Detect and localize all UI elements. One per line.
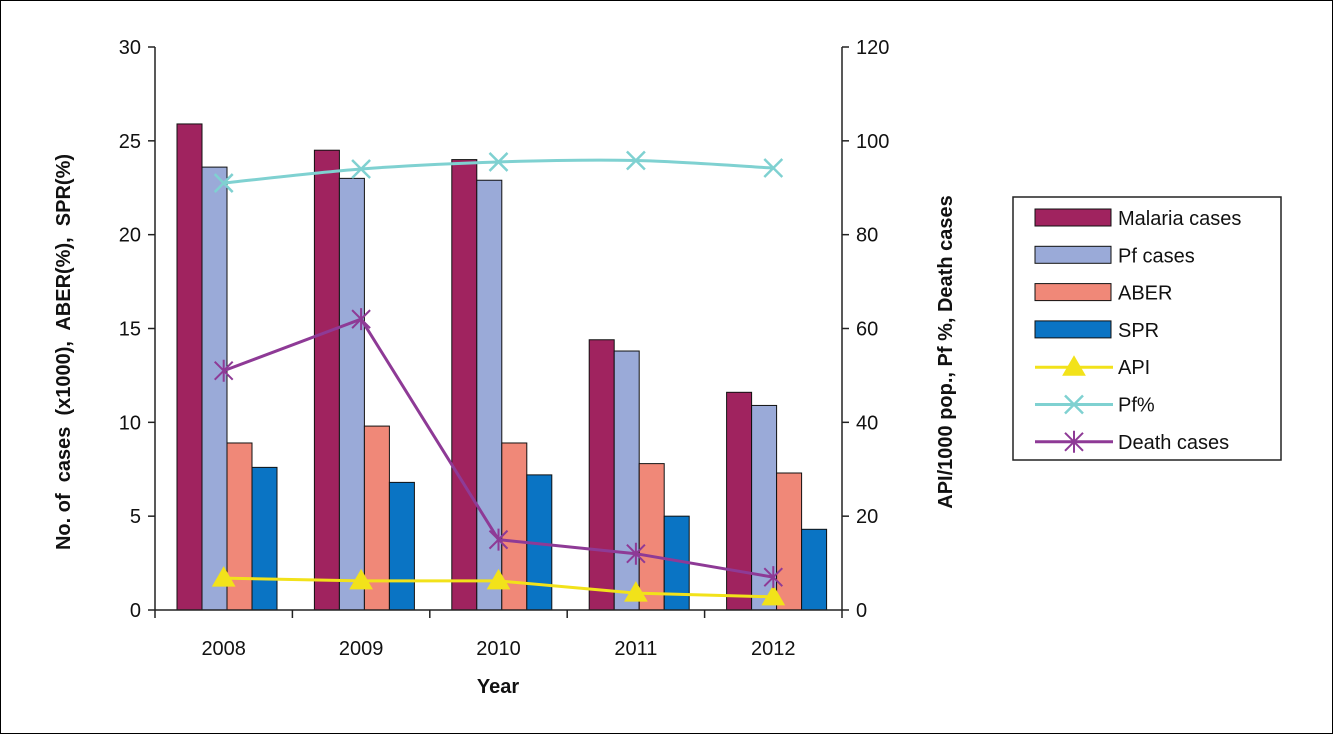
point-api <box>624 581 648 602</box>
point-api <box>211 566 236 587</box>
legend-swatch-spr <box>1034 320 1112 339</box>
legend-marker-pf- <box>1064 394 1084 415</box>
left-y-tick-label: 25 <box>119 131 141 153</box>
point-api <box>349 568 373 590</box>
point-pf- <box>763 158 784 178</box>
left-y-tick-label: 10 <box>119 412 141 434</box>
right-y-tick-label: 0 <box>856 600 867 622</box>
right-y-tick-label: 120 <box>856 37 889 59</box>
left-y-tick-label: 15 <box>119 319 141 341</box>
legend-label-death-cases: Death cases <box>1118 432 1229 454</box>
legend: Malaria cases Pf cases ABER SPR API Pf% Death … <box>1012 196 1282 461</box>
bar-pf-cases <box>201 166 228 611</box>
legend-marker-death-cases <box>1064 430 1084 453</box>
left-y-tick-label: 0 <box>130 600 141 622</box>
right-y-tick-label: 20 <box>856 506 878 528</box>
legend-swatch-pf-cases <box>1034 245 1112 264</box>
x-tick-label: 2009 <box>339 638 384 660</box>
left-y-tick-label: 5 <box>130 506 141 528</box>
right-y-tick-label: 80 <box>856 225 878 247</box>
legend-marker-api <box>1062 355 1086 376</box>
bar-pf-cases <box>338 177 365 611</box>
point-pf- <box>351 159 371 179</box>
bar-malaria-cases <box>726 391 753 611</box>
bar-aber <box>776 472 803 611</box>
x-tick-label: 2008 <box>201 638 246 660</box>
bar-spr <box>251 466 278 611</box>
legend-label-malaria-cases: Malaria cases <box>1118 208 1241 230</box>
point-death-cases <box>763 566 784 589</box>
x-tick-label: 2011 <box>614 638 657 660</box>
left-y-tick-label: 30 <box>119 37 141 59</box>
bar-malaria-cases <box>588 339 615 611</box>
right-y-tick-label: 60 <box>856 319 878 341</box>
bar-malaria-cases <box>451 159 478 611</box>
legend-label-pf-: Pf% <box>1118 395 1155 417</box>
plot-area <box>176 123 828 611</box>
legend-swatch-malaria-cases <box>1034 208 1112 227</box>
point-death-cases <box>488 528 509 551</box>
point-api <box>486 568 511 590</box>
bar-aber <box>638 463 665 611</box>
left-y-tick-label: 20 <box>119 225 141 247</box>
bar-pf-cases <box>613 350 640 611</box>
point-pf- <box>626 150 646 171</box>
point-pf- <box>488 152 509 172</box>
point-death-cases <box>626 542 646 565</box>
x-tick-label: 2012 <box>751 638 796 660</box>
bar-spr <box>388 481 415 611</box>
x-axis-title: Year <box>477 676 519 698</box>
bar-malaria-cases <box>313 149 340 611</box>
legend-label-api: API <box>1118 357 1150 379</box>
legend-label-spr: SPR <box>1118 320 1159 342</box>
right-y-tick-label: 40 <box>856 412 878 434</box>
left-y-axis-title: No. of cases (x1000), ABER(%), SPR(%) <box>53 154 75 550</box>
bar-spr <box>801 528 828 611</box>
point-death-cases <box>213 359 234 382</box>
legend-label-pf-cases: Pf cases <box>1118 245 1195 267</box>
legend-swatch-aber <box>1034 283 1112 302</box>
axes: 0 5 10 15 20 25 30 0 20 40 60 80 100 120 2008 2009 2010 2… <box>119 37 890 660</box>
point-api <box>761 584 786 606</box>
point-death-cases <box>351 308 371 331</box>
x-tick-label: 2010 <box>476 638 521 660</box>
right-y-axis-title: API/1000 pop., Pf %, Death cases <box>935 195 957 508</box>
legend-label-aber: ABER <box>1118 283 1172 305</box>
point-pf- <box>213 173 234 193</box>
right-y-tick-label: 100 <box>856 131 889 153</box>
bar-malaria-cases <box>176 123 203 611</box>
